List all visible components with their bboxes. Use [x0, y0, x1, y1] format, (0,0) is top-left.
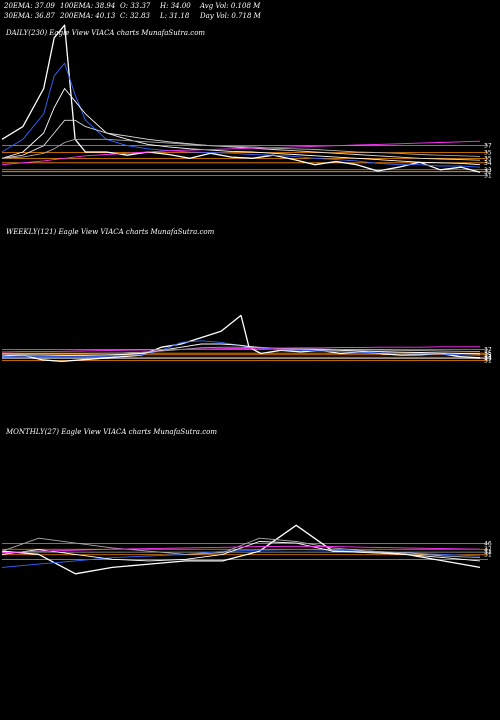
monthly-ema-line: [1, 545, 481, 554]
daily-level-label: 33: [484, 167, 492, 174]
weekly-level-label: 34: [484, 354, 492, 361]
monthly-panel-title: MONTHLY(27) Eagle View VIACA charts Muna…: [6, 428, 217, 436]
monthly-ema-line: [1, 537, 481, 559]
daily-level-label: 35: [484, 155, 492, 162]
monthly-ema-line: [1, 541, 481, 562]
daily-level-label: 35: [484, 150, 492, 157]
weekly-level-label: 35: [484, 352, 492, 359]
monthly-level-label: 31: [484, 552, 492, 559]
stat-avgvol: Avg Vol: 0.108 M: [200, 2, 261, 10]
daily-level-label: 32: [484, 169, 492, 176]
stat-low: L: 31.18: [160, 12, 190, 20]
weekly-level-label: 31: [484, 357, 492, 364]
daily-ema-line: [1, 138, 481, 159]
monthly-level-label: 33: [484, 549, 492, 556]
stat-high: H: 34.00: [160, 2, 191, 10]
weekly-ema-line: [1, 340, 481, 358]
weekly-level-label: 35: [484, 350, 492, 357]
stat-100ema: 100EMA: 38.94: [60, 2, 116, 10]
weekly-level-label: 33: [484, 356, 492, 363]
stat-close: C: 32.83: [120, 12, 150, 20]
daily-level-label: 37: [484, 143, 492, 150]
daily-price-line: [1, 24, 481, 173]
monthly-level-label: 37: [484, 546, 492, 553]
daily-ema-line: [1, 140, 481, 166]
weekly-ema-line: [2, 346, 481, 354]
daily-level-label: 34: [484, 160, 492, 167]
weekly-ema-line: [1, 343, 481, 356]
weekly-panel-title: WEEKLY(121) Eagle View VIACA charts Muna…: [6, 228, 215, 236]
daily-ema-line: [1, 62, 481, 168]
stat-30ema: 30EMA: 36.87: [4, 12, 55, 20]
daily-level-label: 31: [484, 172, 492, 179]
stat-dayvol: Day Vol: 0.718 M: [200, 12, 261, 20]
weekly-price-line: [1, 314, 481, 363]
daily-panel-title: DAILY(230) Eagle View VIACA charts Munaf…: [6, 29, 206, 37]
daily-ema-line: [1, 88, 481, 166]
weekly-level-label: 37: [484, 346, 492, 353]
monthly-level-label: 46: [484, 540, 492, 547]
stat-200ema: 200EMA: 40.13: [60, 12, 116, 20]
stat-open: O: 33.37: [120, 2, 151, 10]
weekly-ema-line: [1, 346, 480, 353]
stat-20ema: 20EMA: 37.09: [4, 2, 55, 10]
